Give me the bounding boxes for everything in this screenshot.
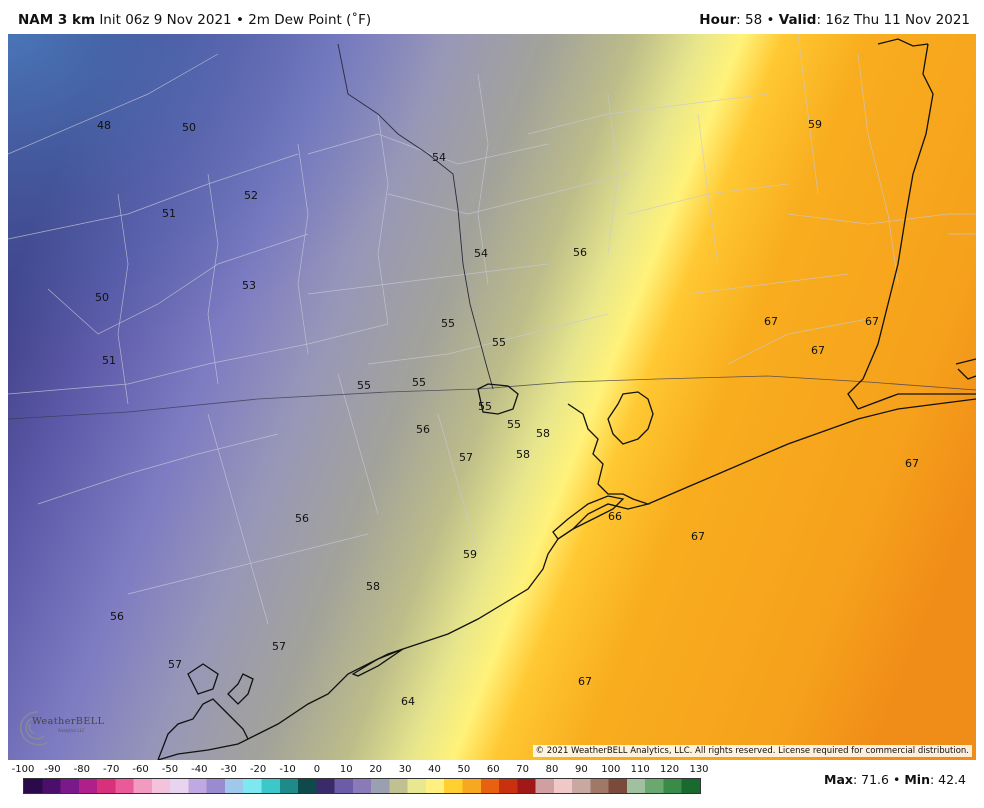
legend-tick: -60 bbox=[132, 764, 149, 775]
map-value: 66 bbox=[608, 510, 622, 523]
legend-tick: -100 bbox=[11, 764, 35, 775]
map-value: 67 bbox=[811, 344, 825, 357]
field-name: 2m Dew Point (˚F) bbox=[248, 12, 372, 28]
logo-subtitle: Analytics LLC bbox=[58, 728, 85, 733]
legend-tick: 90 bbox=[575, 764, 588, 775]
valid-label: Valid bbox=[778, 12, 817, 28]
legend-tick: 110 bbox=[630, 764, 650, 775]
separator: • bbox=[235, 12, 244, 28]
map-value: 67 bbox=[764, 315, 778, 328]
map-value: 55 bbox=[357, 379, 371, 392]
legend-tick: -30 bbox=[220, 764, 237, 775]
map-value: 59 bbox=[808, 118, 822, 131]
map-value: 56 bbox=[110, 610, 124, 623]
map-value: 58 bbox=[536, 427, 550, 440]
map-value: 56 bbox=[295, 512, 309, 525]
max-label: Max bbox=[824, 772, 853, 787]
legend-tick: 120 bbox=[660, 764, 680, 775]
map-value: 56 bbox=[573, 246, 587, 259]
map-value: 55 bbox=[507, 418, 521, 431]
map-value: 67 bbox=[691, 530, 705, 543]
map-canvas: 48 50 51 52 50 53 51 54 54 56 55 55 55 5… bbox=[8, 34, 976, 760]
map-value: 59 bbox=[463, 548, 477, 561]
legend-tick: -80 bbox=[73, 764, 90, 775]
map-header: NAM 3 km Init 06z 9 Nov 2021 • 2m Dew Po… bbox=[0, 0, 984, 34]
separator: • bbox=[892, 772, 901, 787]
model-name: NAM 3 km bbox=[18, 12, 96, 28]
legend-tick: 20 bbox=[369, 764, 383, 775]
legend-tick: -20 bbox=[249, 764, 267, 775]
logo-wordmark: WeatherBELL bbox=[32, 716, 105, 727]
map-value: 67 bbox=[578, 675, 592, 688]
value-labels: 48 50 51 52 50 53 51 54 54 56 55 55 55 5… bbox=[95, 118, 919, 708]
header-left: NAM 3 km Init 06z 9 Nov 2021 • 2m Dew Po… bbox=[18, 12, 371, 28]
legend-tick: 80 bbox=[545, 764, 559, 775]
legend-tick: 50 bbox=[457, 764, 471, 775]
min-value: 42.4 bbox=[938, 772, 966, 787]
swirl-icon bbox=[20, 711, 49, 746]
header-right: Hour: 58 • Valid: 16z Thu 11 Nov 2021 bbox=[699, 12, 970, 28]
legend-tick: 30 bbox=[398, 764, 412, 775]
legend-tick: 70 bbox=[516, 764, 530, 775]
map-value: 55 bbox=[478, 400, 492, 413]
legend-tick: -70 bbox=[103, 764, 120, 775]
legend-tick: -40 bbox=[191, 764, 208, 775]
map-value: 51 bbox=[162, 207, 176, 220]
map-value: 52 bbox=[244, 189, 258, 202]
color-bar bbox=[23, 778, 701, 794]
init-time: Init 06z 9 Nov 2021 bbox=[99, 12, 232, 28]
map-value: 57 bbox=[459, 451, 473, 464]
map-value: 67 bbox=[865, 315, 879, 328]
map-value: 58 bbox=[516, 448, 530, 461]
map-value: 50 bbox=[182, 121, 196, 134]
map-value: 51 bbox=[102, 354, 116, 367]
min-label: Min bbox=[904, 772, 930, 787]
legend-tick: -90 bbox=[44, 764, 61, 775]
map-value: 55 bbox=[441, 317, 455, 330]
map-value: 54 bbox=[432, 151, 446, 164]
copyright-notice: © 2021 WeatherBELL Analytics, LLC. All r… bbox=[532, 745, 972, 757]
map-value: 67 bbox=[905, 457, 919, 470]
max-value: 71.6 bbox=[861, 772, 889, 787]
legend-tick: 130 bbox=[689, 764, 709, 775]
legend-tick: 60 bbox=[486, 764, 500, 775]
county-borders bbox=[8, 34, 976, 625]
map-value: 55 bbox=[412, 376, 426, 389]
map-value: 48 bbox=[97, 119, 111, 132]
separator: • bbox=[766, 12, 775, 28]
map-value: 54 bbox=[474, 247, 488, 260]
legend-tick: 10 bbox=[339, 764, 353, 775]
legend-tick: -10 bbox=[279, 764, 296, 775]
map-value: 58 bbox=[366, 580, 380, 593]
color-legend: -100 -90 -80 -70 -60 -50 -40 -30 -20 -10 0 10 20 30 40… bbox=[8, 762, 728, 806]
legend-tick: 0 bbox=[313, 764, 321, 775]
map-value: 55 bbox=[492, 336, 506, 349]
map-value: 53 bbox=[242, 279, 256, 292]
legend-tick: 40 bbox=[428, 764, 441, 775]
map-value: 64 bbox=[401, 695, 415, 708]
valid-value: 16z Thu 11 Nov 2021 bbox=[825, 12, 970, 28]
max-min-readout: Max: 71.6 • Min: 42.4 bbox=[824, 772, 966, 787]
hour-value: 58 bbox=[744, 12, 763, 28]
interstate bbox=[8, 375, 976, 420]
hour-label: Hour bbox=[699, 12, 737, 28]
legend-tick: 100 bbox=[601, 764, 621, 775]
weatherbell-logo: WeatherBELL Analytics LLC bbox=[12, 702, 104, 754]
dewpoint-shading bbox=[8, 34, 976, 760]
coastline bbox=[157, 38, 976, 760]
map-value: 50 bbox=[95, 291, 109, 304]
map-value: 57 bbox=[168, 658, 182, 671]
legend-ticks: -100 -90 -80 -70 -60 -50 -40 -30 -20 -10 0 10 20 30 40… bbox=[8, 764, 728, 778]
map-value: 56 bbox=[416, 423, 430, 436]
legend-tick: -50 bbox=[161, 764, 179, 775]
state-border bbox=[337, 43, 494, 390]
dewpoint-map: 48 50 51 52 50 53 51 54 54 56 55 55 55 5… bbox=[8, 34, 976, 760]
map-value: 57 bbox=[272, 640, 286, 653]
